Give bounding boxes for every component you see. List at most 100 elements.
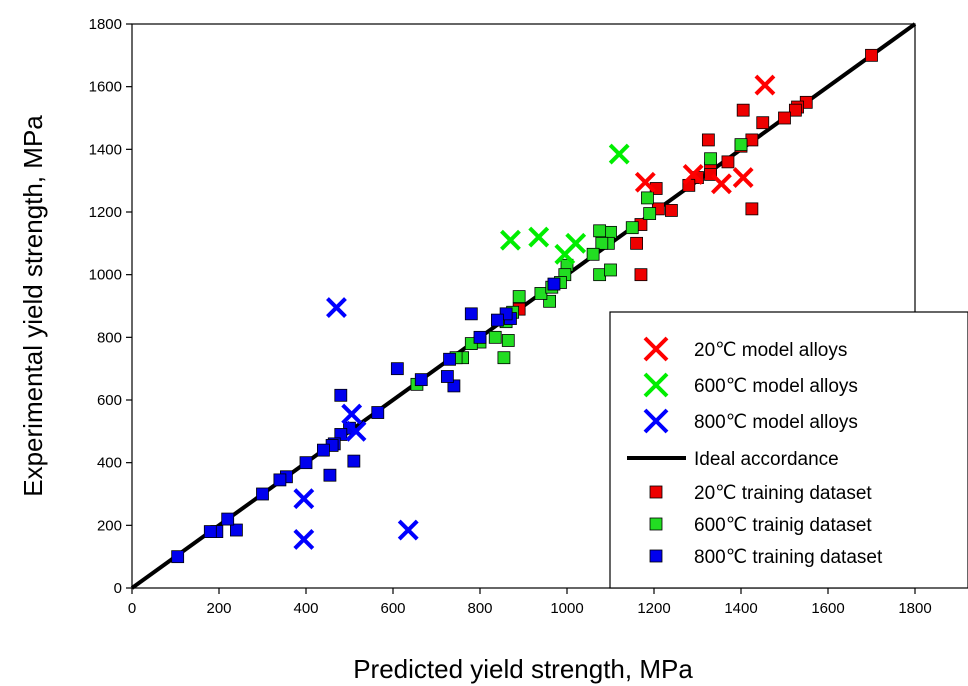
data-point-x xyxy=(754,74,776,96)
legend: 20℃ model alloys 600℃ model alloys 800℃ mo… xyxy=(609,311,968,589)
axis-ticks: 0 200 400 600 800 1000 1200 1400 1600 1800 0 200 400… xyxy=(89,16,932,617)
data-point-square xyxy=(203,525,217,538)
legend-label: 800℃ model alloys xyxy=(694,412,858,433)
y-axis-title: Experimental yield strength, MPa xyxy=(18,115,48,497)
legend-item: 20℃ model alloys xyxy=(643,336,847,362)
data-point-square xyxy=(604,225,617,239)
legend-label: 600℃ model alloys xyxy=(694,376,858,397)
data-point-square xyxy=(625,221,639,235)
data-point-square xyxy=(347,454,361,468)
data-point-x xyxy=(293,529,315,550)
data-point-square xyxy=(171,550,185,564)
y-tick-label: 1400 xyxy=(89,141,122,158)
x-tick-label: 0 xyxy=(128,600,136,617)
y-tick-label: 800 xyxy=(97,329,122,346)
data-point-square xyxy=(501,334,515,347)
data-point-square xyxy=(704,152,717,166)
y-tick-label: 1000 xyxy=(89,267,122,284)
data-point-square xyxy=(736,103,750,117)
data-point-square xyxy=(643,207,657,220)
data-point-square xyxy=(745,202,759,216)
data-point-x xyxy=(293,488,315,510)
data-point-x xyxy=(634,171,656,193)
data-point-square xyxy=(221,512,235,526)
data-point-x xyxy=(608,143,630,165)
data-point-square xyxy=(334,388,348,402)
data-point-square xyxy=(534,287,548,300)
series-layer xyxy=(130,22,917,590)
legend-item: 600℃ trainig dataset xyxy=(649,515,872,536)
x-tick-label: 1000 xyxy=(550,600,583,617)
data-point-square xyxy=(865,48,878,62)
data-point-square xyxy=(586,247,600,261)
data-point-square xyxy=(734,138,748,152)
x-tick-label: 1600 xyxy=(811,600,844,617)
data-point-square xyxy=(745,133,759,147)
data-point-square xyxy=(316,443,330,457)
data-point-square xyxy=(788,103,802,117)
data-point-square xyxy=(414,373,428,387)
y-tick-label: 1800 xyxy=(89,16,122,33)
data-point-square xyxy=(490,313,504,327)
legend-label: 800℃ training dataset xyxy=(694,547,883,568)
legend-item: 20℃ training dataset xyxy=(649,483,872,504)
data-point-square xyxy=(604,263,617,277)
x-tick-label: 1200 xyxy=(637,600,670,617)
data-point-square xyxy=(721,155,735,169)
data-point-x xyxy=(326,297,347,318)
series-group xyxy=(171,277,561,564)
legend-square-symbol xyxy=(649,485,663,499)
data-point-square xyxy=(701,133,715,147)
legend-label: 20℃ model alloys xyxy=(694,340,847,361)
x-axis-title: Predicted yield strength, MPa xyxy=(353,654,693,684)
data-point-x xyxy=(341,403,363,425)
legend-item: 800℃ model alloys xyxy=(643,408,858,434)
data-point-x xyxy=(682,163,704,185)
legend-square-symbol xyxy=(649,549,663,563)
x-tick-label: 600 xyxy=(380,600,405,617)
y-tick-label: 1600 xyxy=(89,79,122,96)
data-point-x xyxy=(711,173,732,195)
data-point-square xyxy=(390,362,404,376)
series-group xyxy=(634,74,776,195)
data-point-square xyxy=(299,456,313,470)
x-tick-label: 800 xyxy=(467,600,492,617)
data-point-square xyxy=(229,523,243,537)
legend-label: 20℃ training dataset xyxy=(694,483,872,504)
data-point-square xyxy=(778,111,791,125)
x-tick-label: 1800 xyxy=(898,600,931,617)
x-tick-label: 400 xyxy=(293,600,318,617)
data-point-square xyxy=(641,191,654,205)
data-point-x xyxy=(397,519,419,541)
legend-x-symbol xyxy=(643,372,669,398)
plot-area-frame xyxy=(131,23,916,589)
data-point-square xyxy=(595,236,609,250)
data-point-square xyxy=(473,330,487,344)
data-point-square xyxy=(630,236,643,250)
data-point-square xyxy=(593,224,607,238)
legend-label: 600℃ trainig dataset xyxy=(694,515,872,536)
data-point-square xyxy=(371,406,385,419)
y-tick-label: 600 xyxy=(97,392,122,409)
legend-items: 20℃ model alloys 600℃ model alloys 800℃ mo… xyxy=(627,336,883,568)
y-tick-label: 400 xyxy=(97,455,122,472)
series-group xyxy=(293,297,419,550)
x-tick-label: 1400 xyxy=(724,600,757,617)
data-point-x xyxy=(528,226,550,248)
x-tick-label: 200 xyxy=(206,600,231,617)
data-point-square xyxy=(497,351,511,365)
data-point-square xyxy=(256,487,269,501)
legend-x-symbol xyxy=(643,336,669,362)
data-point-square xyxy=(488,330,502,344)
y-tick-label: 1200 xyxy=(89,204,122,221)
legend-item: Ideal accordance xyxy=(627,449,839,470)
data-point-square xyxy=(756,116,770,130)
y-tick-label: 200 xyxy=(97,517,122,534)
data-point-square xyxy=(443,352,456,366)
data-point-square xyxy=(634,268,648,282)
data-point-x xyxy=(345,420,367,442)
data-point-square xyxy=(464,307,478,321)
data-point-square xyxy=(547,277,561,291)
